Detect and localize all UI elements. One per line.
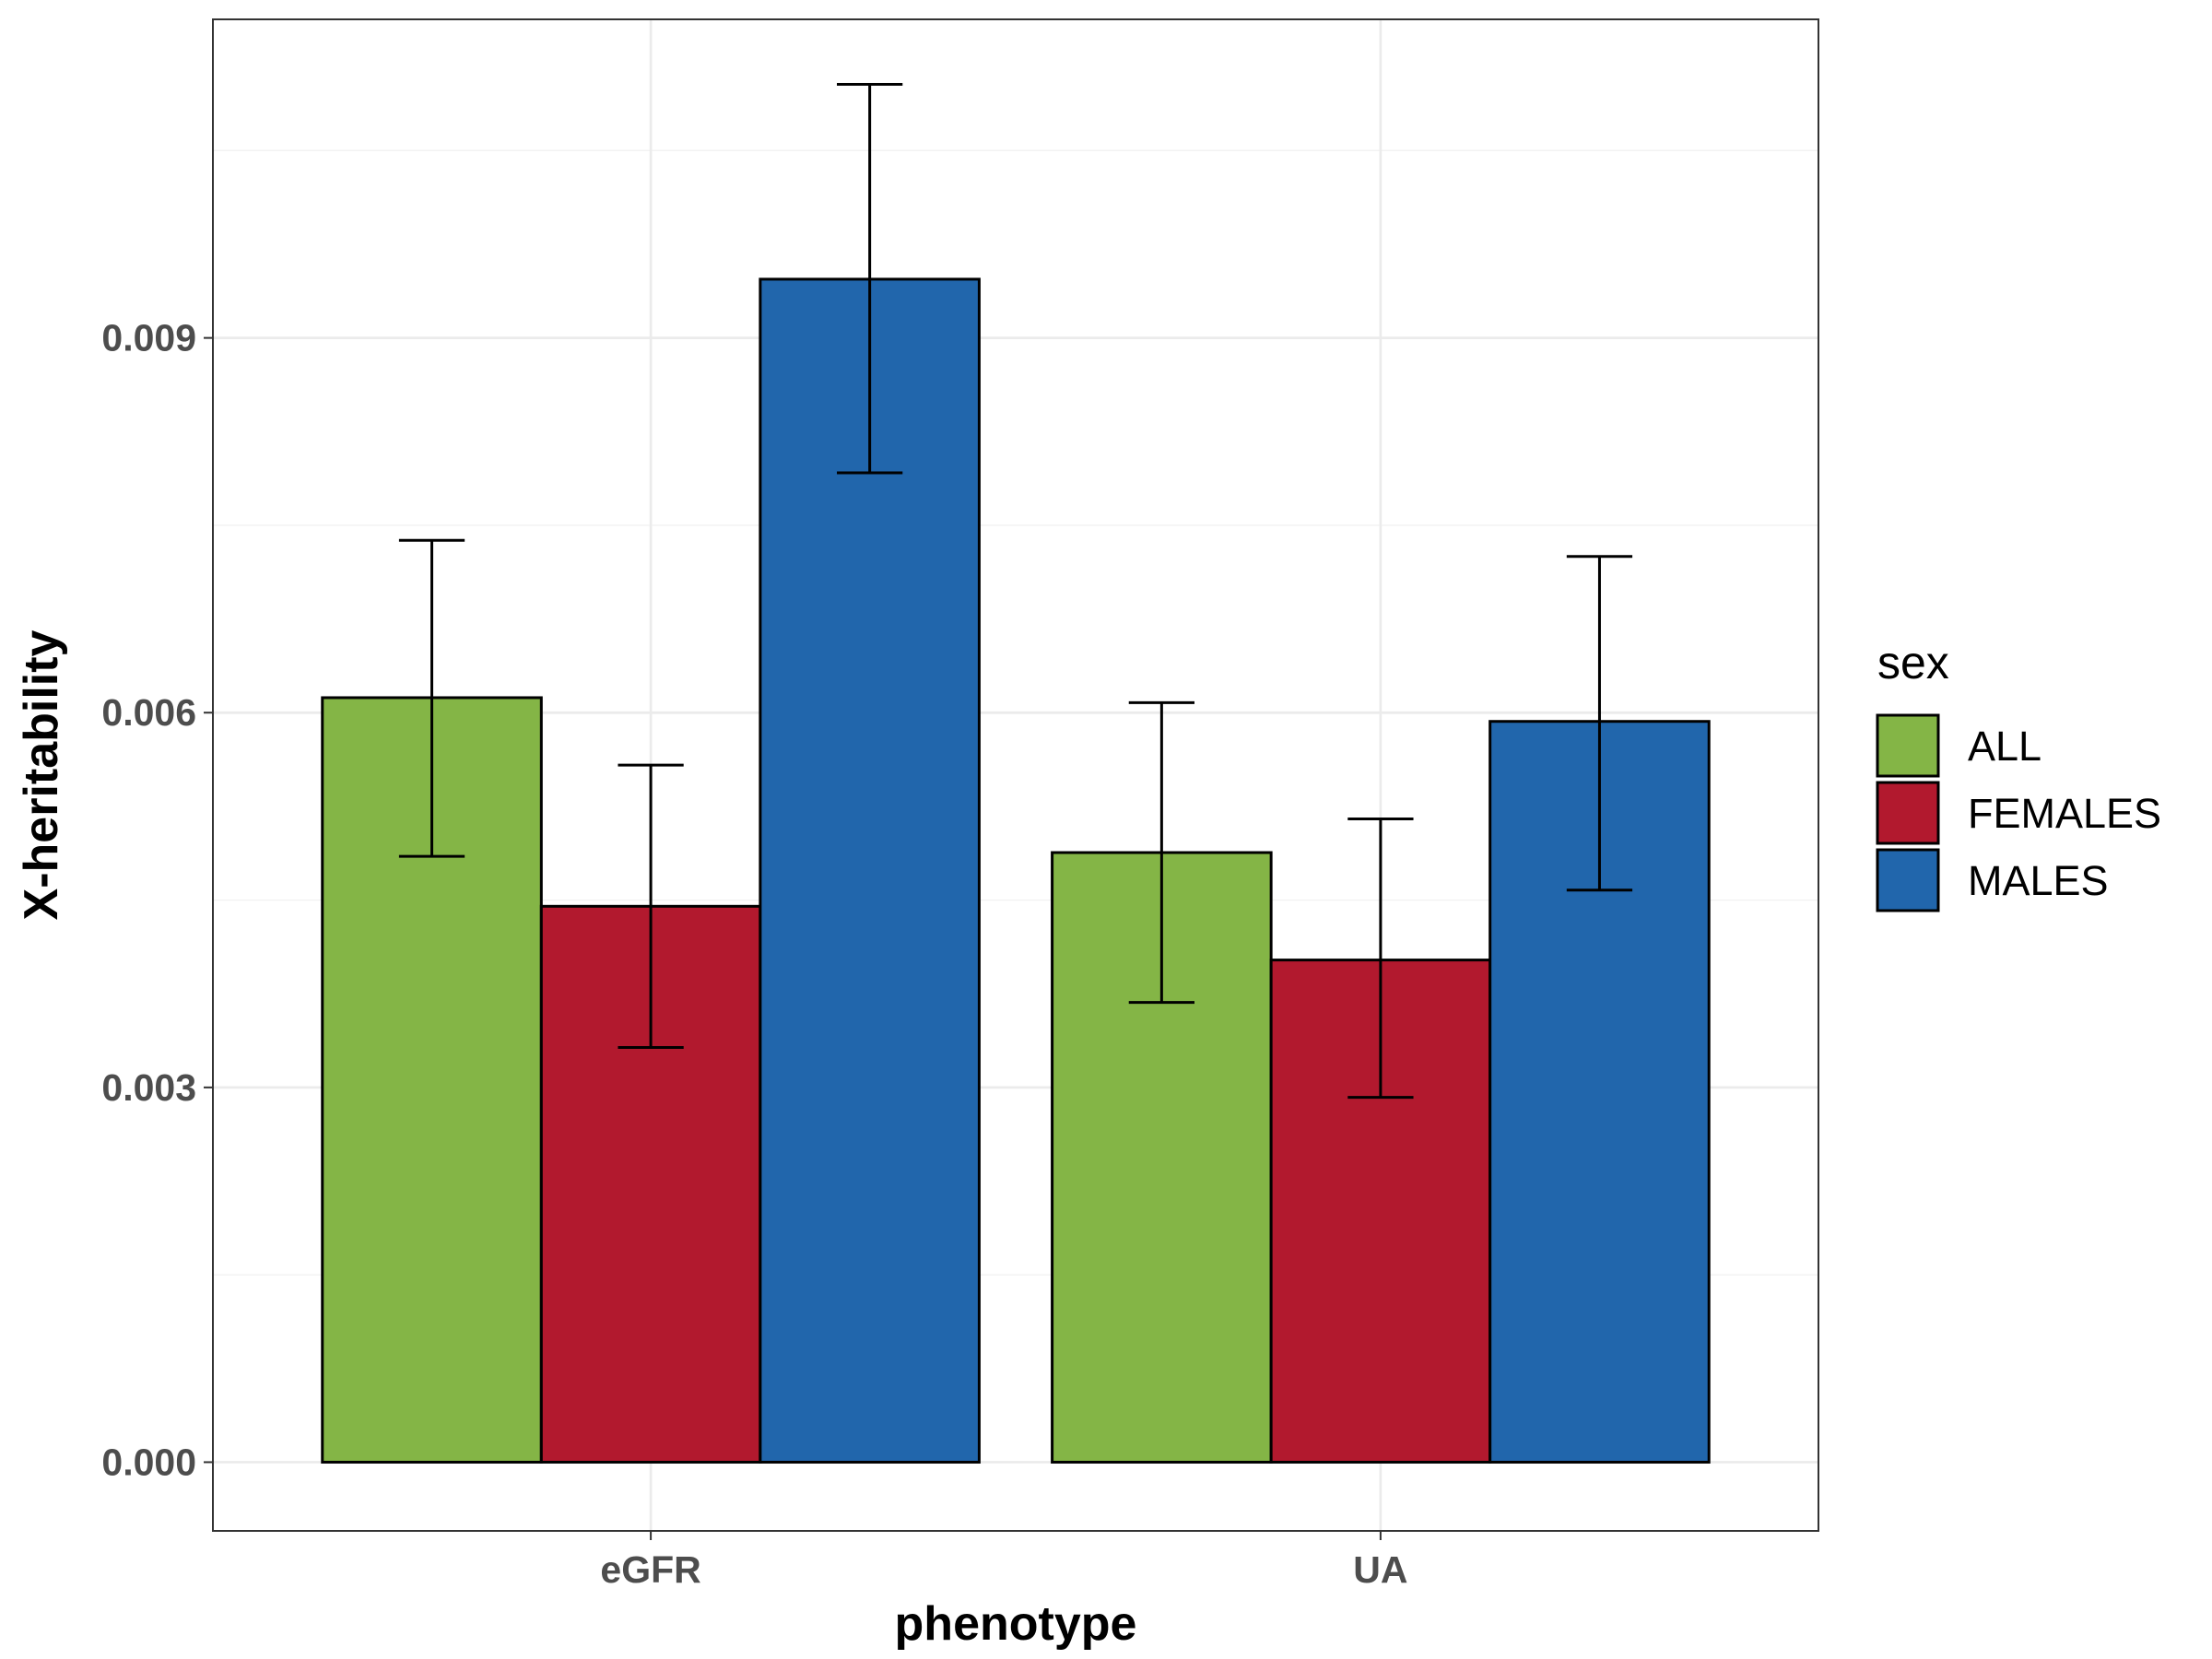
- legend-label: ALL: [1968, 723, 2041, 770]
- legend-label: MALES: [1968, 857, 2109, 904]
- legend: sex ALL FEMALES MALES: [1876, 637, 2161, 912]
- legend-key: [1876, 848, 1940, 912]
- legend-key: [1876, 713, 1940, 778]
- bars: [321, 277, 1711, 1464]
- y-tick-label: 0.000: [101, 1441, 196, 1483]
- y-tick-label: 0.006: [101, 691, 196, 734]
- panel-border: [212, 18, 1819, 1532]
- legend-key: [1876, 781, 1940, 845]
- x-axis-title: phenotype: [895, 1597, 1137, 1651]
- legend-label: FEMALES: [1968, 790, 2161, 837]
- bar: [539, 904, 762, 1464]
- bar: [759, 277, 981, 1464]
- y-axis-title: X-heritability: [15, 629, 68, 920]
- y-tick-label: 0.009: [101, 317, 196, 359]
- x-tick-label: eGFR: [600, 1548, 700, 1591]
- error-bars: [398, 82, 1633, 1100]
- y-tick-label: 0.003: [101, 1066, 196, 1109]
- axes: 0.000 0.003 0.006 0.009 eGFR UA: [101, 317, 1407, 1591]
- legend-title: sex: [1877, 637, 1949, 688]
- x-tick-label: UA: [1353, 1548, 1407, 1591]
